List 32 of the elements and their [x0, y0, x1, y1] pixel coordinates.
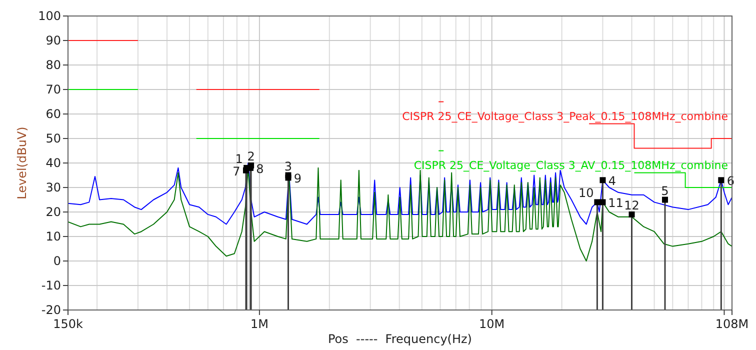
x-tick-label: 150k	[53, 317, 83, 331]
y-tick-label: 20	[46, 205, 61, 220]
annotation: 11	[608, 196, 624, 210]
y-axis-title: Level(dBuV)	[15, 126, 29, 200]
series-label: CISPR 25_CE_Voltage_Class 3_AV_0.15_108MHz_combine	[414, 158, 728, 172]
annotation: 9	[294, 172, 302, 186]
annotation: 3	[284, 159, 292, 174]
x-tick-label: 108M	[715, 317, 749, 331]
x-tick-label: 1M	[250, 317, 268, 331]
y-tick-label: 40	[46, 156, 61, 170]
annotation: 2	[247, 149, 255, 164]
annotation: 10	[578, 186, 594, 200]
y-tick-label: 10	[46, 230, 61, 244]
y-tick-label: 90	[46, 34, 61, 48]
annotation: 7	[232, 164, 240, 178]
y-tick-label: 70	[46, 82, 61, 97]
y-tick-label: -10	[41, 278, 61, 293]
annotation: 12	[624, 198, 640, 212]
x-tick-label: 10M	[479, 317, 505, 331]
y-tick-label: 30	[46, 180, 61, 195]
y-tick-label: 80	[46, 58, 61, 72]
y-tick-label: 50	[46, 132, 61, 146]
y-tick-label: 60	[46, 107, 61, 122]
y-tick-label: 0	[53, 254, 61, 268]
annotation: 8	[256, 162, 264, 176]
y-tick-label: 100	[38, 9, 61, 24]
x-axis-title: Pos ----- Frequency(Hz)	[328, 332, 472, 346]
annotation: 1	[235, 152, 243, 166]
annotation: 4	[608, 174, 616, 188]
series-label: CISPR 25_CE_Voltage_Class 3_Peak_0.15_108MHz_combine	[402, 110, 728, 123]
annotation: 5	[661, 184, 669, 198]
y-tick-label: -20	[41, 303, 61, 318]
